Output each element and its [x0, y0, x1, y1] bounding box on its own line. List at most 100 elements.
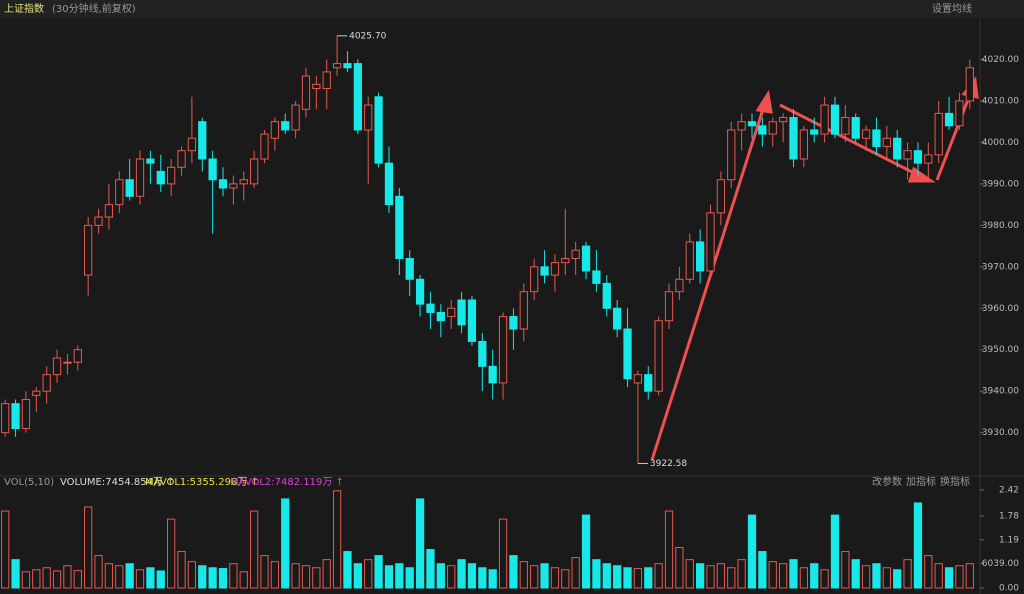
mavol1-label: MAVOL1:5355.298万 ↑: [145, 477, 259, 488]
volume-bar: [561, 569, 570, 589]
indicator-button[interactable]: 加指标: [906, 475, 936, 488]
volume-bar: [187, 561, 197, 589]
candle-body: [270, 121, 279, 139]
indicator-button[interactable]: 改参数: [872, 475, 902, 488]
candle-body: [747, 121, 757, 127]
header-bar: [0, 0, 1024, 18]
volume-bar: [63, 565, 72, 589]
candle-body: [177, 150, 186, 168]
volume-bar: [281, 498, 290, 589]
chart-subtitle: (30分钟线,前复权): [52, 2, 136, 15]
volume-bar: [602, 563, 611, 589]
chart-title: 上证指数: [4, 2, 44, 15]
candle-body: [924, 154, 933, 164]
candle-body: [436, 311, 445, 322]
candle-body: [167, 166, 176, 185]
candle-body: [115, 179, 124, 206]
candle-body: [768, 121, 777, 135]
candle-body: [364, 104, 373, 131]
volume-bar: [519, 561, 528, 589]
candle-body: [737, 121, 746, 131]
arrow: [935, 91, 973, 181]
candle-body: [519, 291, 528, 330]
candle-body: [561, 258, 570, 264]
volume-bar: [633, 568, 643, 589]
candle-body: [913, 150, 923, 164]
volume-bar: [353, 563, 362, 589]
volume-bar: [11, 559, 20, 589]
vol-tick-label: 0.00: [999, 584, 1019, 594]
volume-bar: [530, 565, 539, 589]
y-tick-label: 4010.00: [982, 96, 1019, 106]
volume-bar: [260, 555, 269, 589]
volume-bar: [239, 571, 248, 589]
volume-bar: [84, 506, 93, 589]
candle-body: [374, 96, 383, 164]
candle-body: [830, 104, 840, 135]
volume-bar: [405, 567, 414, 589]
candle-body: [384, 162, 394, 206]
candle-body: [426, 303, 435, 313]
volume-bar: [291, 563, 300, 589]
y-tick-label: 3940.00: [982, 387, 1019, 397]
candle-body: [623, 328, 632, 380]
candle-body: [239, 179, 248, 185]
vol-tick-label: 2.42: [999, 486, 1019, 496]
volume-bar: [177, 551, 186, 589]
indicator-button[interactable]: 换指标: [940, 475, 970, 488]
volume-bar: [32, 569, 41, 589]
candle-body: [550, 262, 560, 276]
volume-bar: [768, 561, 777, 589]
arrow-head: [907, 166, 936, 183]
volume-bar: [343, 551, 352, 589]
volume-bar: [581, 514, 591, 589]
candle-body: [135, 158, 145, 197]
volume-bar: [415, 498, 425, 589]
candle-body: [187, 137, 197, 152]
volume-bar: [198, 565, 207, 589]
candle-body: [73, 349, 82, 363]
volume-bar: [146, 567, 155, 589]
candle-body: [322, 71, 331, 89]
candle-body: [343, 63, 352, 69]
candle-body: [156, 170, 165, 185]
candle-body: [675, 278, 684, 293]
candle-body: [644, 374, 653, 392]
volume-bar: [706, 565, 715, 589]
volume-bar: [94, 555, 103, 589]
vol-tick-label: 1.78: [999, 511, 1019, 521]
candle-body: [571, 249, 580, 260]
y-tick-label: 4000.00: [982, 138, 1019, 148]
volume-bar: [436, 563, 445, 589]
candle-body: [934, 112, 943, 156]
candle-body: [84, 224, 93, 276]
y-tick-label: 3950.00: [982, 345, 1019, 355]
candle-body: [664, 291, 674, 322]
candle-body: [1, 403, 10, 434]
annotation-label: 3922.58: [650, 459, 687, 469]
candle-body: [851, 117, 860, 139]
volume-bar: [167, 518, 176, 589]
candle-body: [654, 320, 663, 392]
candle-body: [42, 374, 51, 392]
candle-body: [146, 158, 155, 164]
volume-bar: [778, 563, 788, 589]
candle-body: [778, 117, 788, 123]
candle-body: [218, 179, 228, 189]
candle-body: [758, 125, 767, 135]
volume-bar: [861, 565, 871, 589]
volume-bar: [685, 559, 694, 589]
volume-label: VOLUME:7454.854万 ↑: [60, 477, 175, 488]
candle-body: [291, 104, 300, 131]
candle-body: [353, 63, 362, 131]
volume-bar: [270, 561, 279, 589]
settings-button[interactable]: 设置均线: [932, 2, 972, 15]
y-tick-label: 3930.00: [982, 428, 1019, 438]
candle-body: [540, 266, 549, 276]
candle-body: [955, 100, 964, 127]
volume-bar: [758, 551, 767, 589]
candle-body: [893, 137, 902, 160]
volume-bar: [789, 559, 798, 589]
candle-body: [478, 340, 487, 367]
